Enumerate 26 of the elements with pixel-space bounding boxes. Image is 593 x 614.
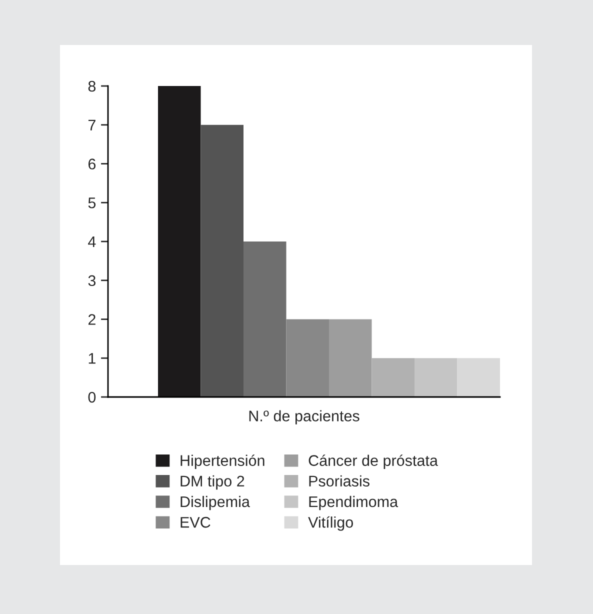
bar <box>414 358 458 397</box>
legend-label: Psoriasis <box>309 475 370 487</box>
y-tick-label: 3 <box>88 275 96 286</box>
bar <box>372 358 414 397</box>
y-tick-label: 7 <box>88 120 96 130</box>
y-tick-label: 8 <box>88 80 96 92</box>
y-tick-label: 2 <box>88 314 96 325</box>
y-tick-label: 4 <box>88 236 96 248</box>
legend-label: Ependimoma <box>309 496 398 510</box>
y-tick-label: 5 <box>88 198 96 208</box>
y-tick-label: 0 <box>88 392 96 403</box>
bar <box>329 319 372 397</box>
bar <box>158 86 201 397</box>
bar <box>286 319 329 397</box>
legend-label: Hipertensión <box>180 454 264 469</box>
legend-label: Dislipemia <box>180 496 250 510</box>
bar <box>200 124 244 397</box>
y-tick-label: 1 <box>88 353 96 364</box>
legend-label: EVC <box>180 516 210 528</box>
bar <box>244 242 286 397</box>
bar <box>457 358 500 397</box>
legend-label: Vitíligo <box>308 516 353 531</box>
legend-label: Cáncer de próstata <box>308 454 438 469</box>
x-axis-title: N.º de pacientes <box>249 410 360 424</box>
legend-label: DM tipo 2 <box>180 475 244 490</box>
y-tick-label: 6 <box>88 158 96 170</box>
